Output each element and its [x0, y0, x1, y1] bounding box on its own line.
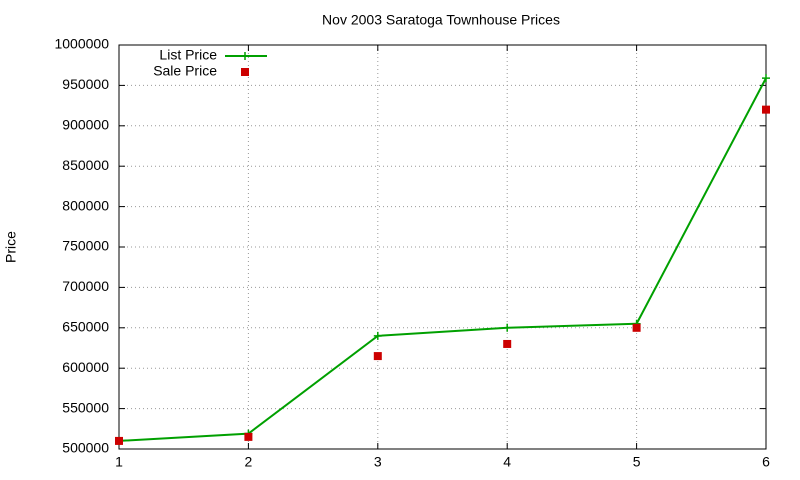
point: [115, 436, 123, 445]
point: [632, 323, 641, 332]
point: [244, 432, 253, 441]
x-tick-label: 4: [503, 454, 511, 470]
point: [503, 339, 512, 348]
legend-label: List Price: [159, 47, 217, 63]
y-tick-label: 600000: [62, 359, 109, 375]
legend-marker: [241, 68, 249, 76]
y-tick-label: 650000: [62, 319, 109, 335]
point: [762, 74, 770, 83]
y-tick-label: 500000: [62, 440, 109, 456]
y-axis-label: Price: [3, 231, 19, 263]
x-tick-label: 1: [115, 454, 123, 470]
point: [373, 331, 382, 340]
y-tick-label: 550000: [62, 399, 109, 415]
y-tick-label: 850000: [62, 157, 109, 173]
y-tick-label: 700000: [62, 278, 109, 294]
point: [762, 105, 770, 114]
x-tick-label: 2: [245, 454, 253, 470]
y-tick-label: 950000: [62, 76, 109, 92]
y-tick-label: 1000000: [54, 36, 109, 52]
point: [373, 352, 382, 361]
x-tick-label: 5: [633, 454, 641, 470]
point: [503, 323, 512, 332]
legend-label: Sale Price: [153, 63, 217, 79]
y-tick-label: 800000: [62, 197, 109, 213]
x-tick-label: 6: [762, 454, 770, 470]
y-tick-label: 750000: [62, 238, 109, 254]
x-tick-label: 3: [374, 454, 382, 470]
plot-border: [118, 44, 767, 450]
y-tick-label: 900000: [62, 117, 109, 133]
legend-marker: [241, 52, 249, 60]
series-line: [118, 77, 767, 442]
chart-title: Nov 2003 Saratoga Townhouse Prices: [322, 12, 560, 28]
